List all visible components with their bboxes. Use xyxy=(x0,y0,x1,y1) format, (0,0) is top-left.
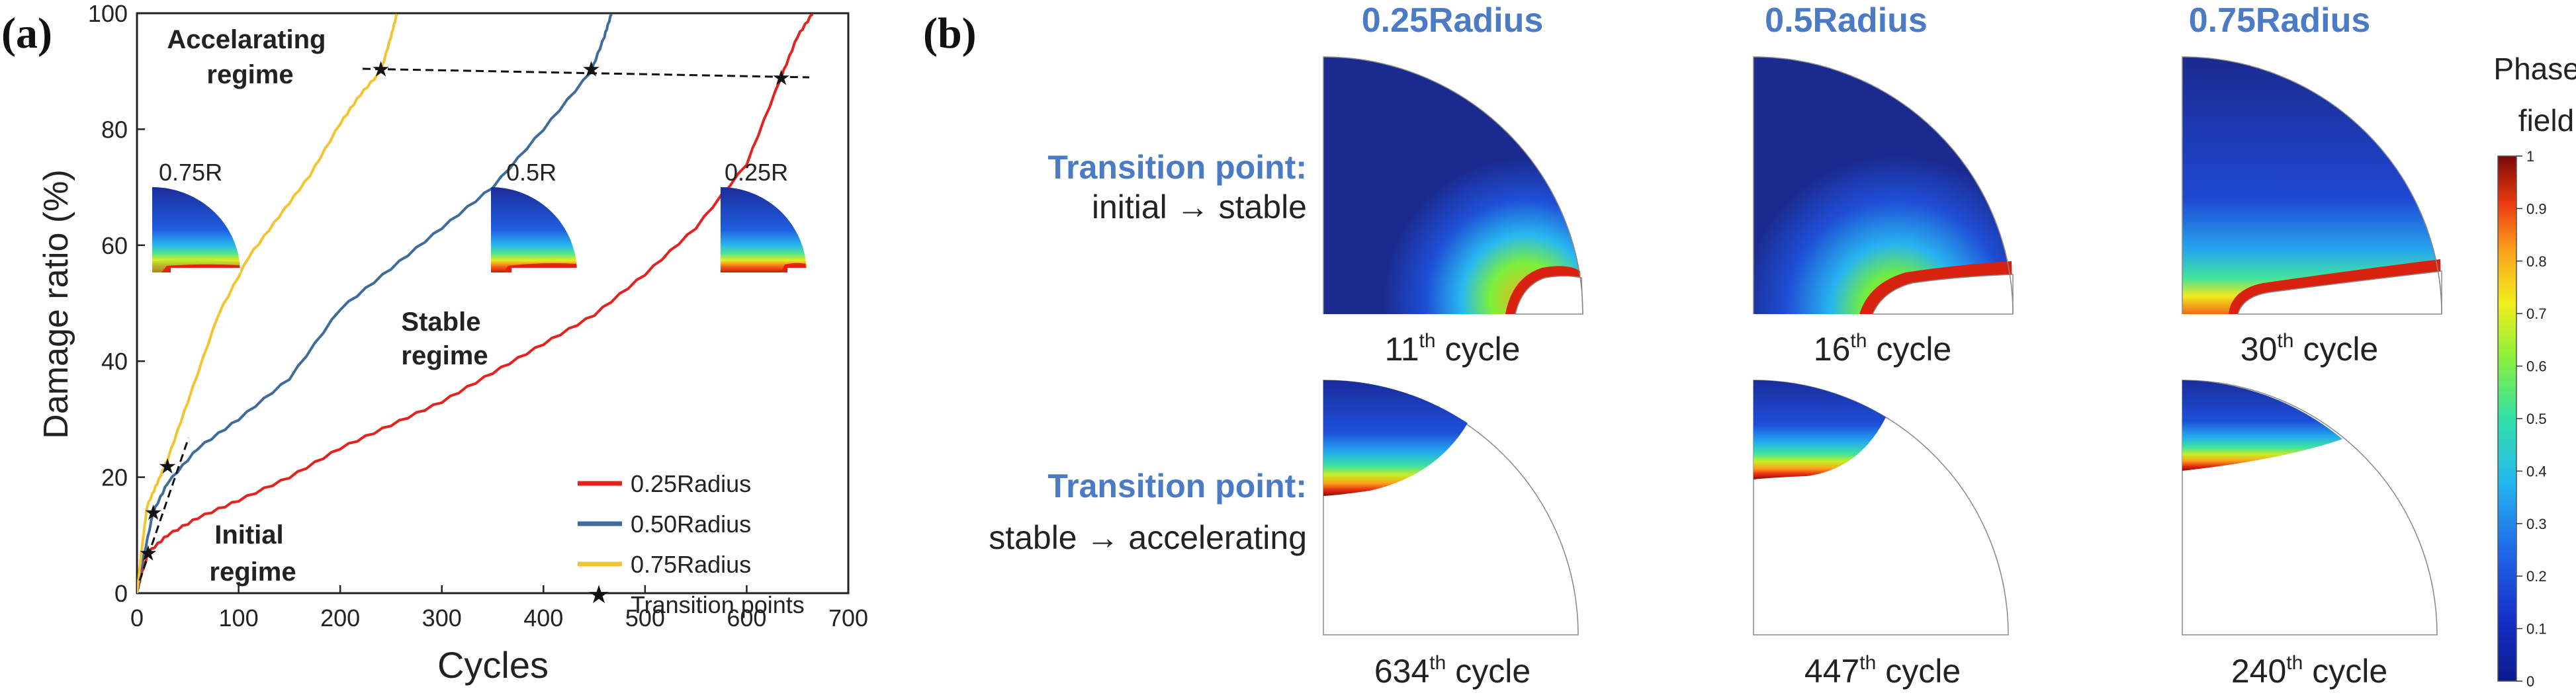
row2-caption-05: 447th cycle xyxy=(1804,652,1961,690)
contour-row1-05 xyxy=(1753,56,2014,315)
legend-label-transition: Transition points xyxy=(631,591,805,618)
annotation-accelerating: Accelarating regime xyxy=(167,25,333,89)
row1-caption-025: 11th cycle xyxy=(1385,330,1521,368)
series-line-2 xyxy=(137,13,613,593)
transition-point: ★ xyxy=(139,542,158,565)
colorbar-tick-label: 0.4 xyxy=(2526,463,2547,479)
legend-label-075: 0.75Radius xyxy=(631,551,751,578)
x-tick-label: 0 xyxy=(130,604,144,632)
row1-caption-05: 16th cycle xyxy=(1814,330,1951,368)
legend-label-025: 0.25Radius xyxy=(631,470,751,497)
contour-row2-05 xyxy=(1753,380,2009,635)
legend: 0.25Radius 0.50Radius 0.75Radius ★ Trans… xyxy=(578,470,805,618)
row1-text: initial → stable xyxy=(1092,188,1307,225)
colorbar xyxy=(2497,155,2517,682)
transition-point: ★ xyxy=(158,454,177,478)
x-tick-label: 400 xyxy=(523,604,563,632)
x-tick-label: 200 xyxy=(320,604,360,632)
colorbar-tick-label: 1 xyxy=(2526,148,2534,165)
colorbar-title: Phase field xyxy=(2493,52,2576,138)
colorbar-tick-label: 0.9 xyxy=(2526,200,2547,217)
series-line-1 xyxy=(137,13,814,593)
transition-point: ★ xyxy=(582,57,601,81)
colorbar-tick-label: 0.5 xyxy=(2526,411,2547,427)
plot-a-ticks: 0 100 200 300 400 500 600 700 0 20 40 60 80 100 xyxy=(88,0,868,632)
y-tick-label: 40 xyxy=(101,348,128,375)
annotation-initial: Initial regime xyxy=(209,520,296,587)
legend-item-075: 0.75Radius xyxy=(578,551,751,578)
transition-point: ★ xyxy=(144,501,163,524)
x-tick-label: 100 xyxy=(219,604,259,632)
transition-point: ★ xyxy=(772,65,791,89)
column-title-075: 0.75Radius xyxy=(2189,1,2371,40)
panel-b-label: (b) xyxy=(923,9,977,58)
row1-title: Transition point: xyxy=(1047,149,1307,186)
y-tick-label: 80 xyxy=(101,116,128,143)
series-group xyxy=(137,13,814,593)
row2-text: stable → accelerating xyxy=(989,519,1307,556)
x-tick-label: 700 xyxy=(828,604,868,632)
series-line-3 xyxy=(137,13,398,593)
y-tick-label: 60 xyxy=(101,232,128,259)
y-tick-label: 100 xyxy=(88,0,128,27)
x-axis-label: Cycles xyxy=(437,644,549,686)
row2-title: Transition point: xyxy=(1047,468,1307,505)
colorbar-tick-label: 0.1 xyxy=(2526,621,2547,637)
transition-point: ★ xyxy=(371,57,390,81)
row2-caption-075: 240th cycle xyxy=(2231,652,2387,690)
colorbar-tick-label: 0.7 xyxy=(2526,306,2547,322)
y-tick-label: 0 xyxy=(114,580,128,607)
x-tick-label: 500 xyxy=(625,604,665,632)
column-title-05: 0.5Radius xyxy=(1765,1,1928,40)
annotation-stable: Stable regime xyxy=(401,307,488,370)
legend-item-025: 0.25Radius xyxy=(578,470,751,497)
legend-item-050: 0.50Radius xyxy=(578,511,751,538)
colorbar-tick-label: 0.3 xyxy=(2526,516,2547,532)
legend-star-icon: ★ xyxy=(588,581,610,609)
contour-row2-075 xyxy=(2182,380,2438,635)
colorbar-tick-label: 0 xyxy=(2526,673,2534,690)
legend-item-transition: ★ Transition points xyxy=(588,581,805,618)
column-title-025: 0.25Radius xyxy=(1362,1,1544,40)
legend-label-050: 0.50Radius xyxy=(631,511,751,538)
transition-line-top xyxy=(362,67,810,79)
inset-label-025r: 0.25R xyxy=(725,159,788,186)
row1-caption-075: 30th cycle xyxy=(2241,330,2378,368)
x-tick-label: 300 xyxy=(422,604,462,632)
contour-row2-025 xyxy=(1323,380,1579,635)
panel-a-label: (a) xyxy=(1,9,52,58)
inset-075r: 0.75R xyxy=(152,159,240,272)
inset-025r: 0.25R xyxy=(721,159,807,272)
colorbar-tick-label: 0.6 xyxy=(2526,358,2547,375)
contour-row1-075 xyxy=(2182,56,2442,315)
y-axis-label: Damage ratio (%) xyxy=(37,169,75,438)
transition-line-bottom xyxy=(138,437,190,581)
row2-caption-025: 634th cycle xyxy=(1374,652,1531,690)
x-tick-label: 600 xyxy=(727,604,766,632)
plot-a-frame xyxy=(136,12,850,594)
colorbar-tick-label: 0.8 xyxy=(2526,253,2547,270)
contour-row1-025 xyxy=(1323,56,1583,315)
inset-05r: 0.5R xyxy=(491,159,577,272)
inset-label-075r: 0.75R xyxy=(159,159,222,186)
colorbar-ticks: 1 0.9 0.8 0.7 0.6 0.5 0.4 0.3 0.2 0.1 0 xyxy=(2516,148,2547,690)
inset-label-05r: 0.5R xyxy=(506,159,556,186)
y-tick-label: 20 xyxy=(101,464,128,491)
transition-point-markers: ★ ★ ★ ★ ★ ★ xyxy=(139,57,791,565)
colorbar-tick-label: 0.2 xyxy=(2526,568,2547,585)
